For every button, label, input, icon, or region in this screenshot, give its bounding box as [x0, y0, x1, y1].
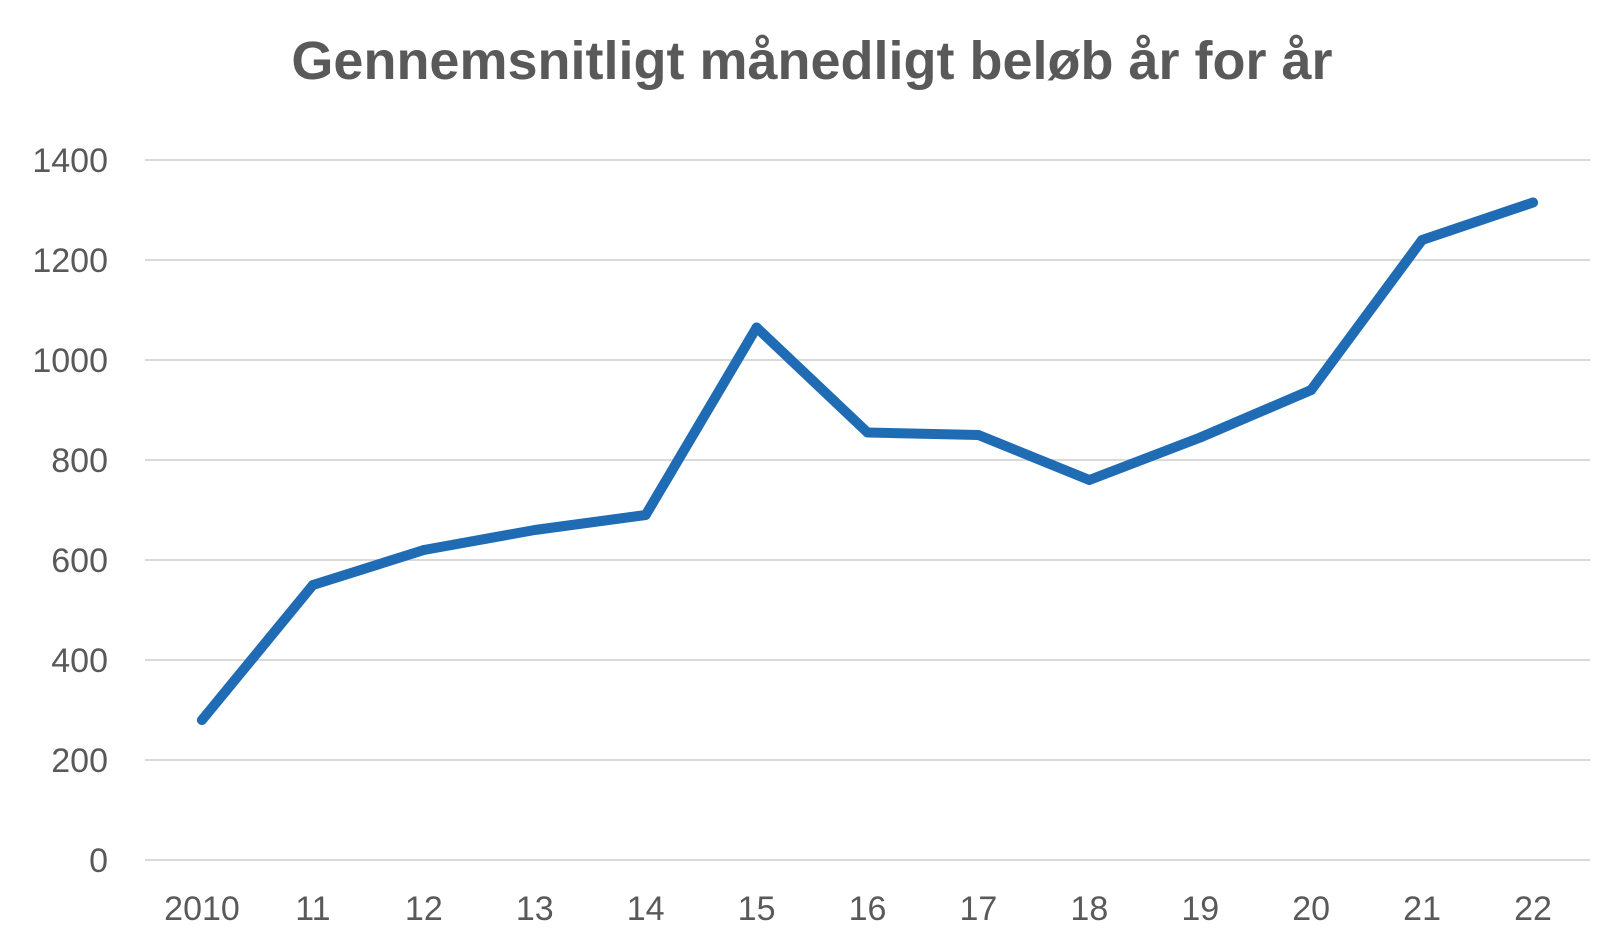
x-tick-label: 16	[849, 890, 887, 928]
y-axis-ticks: 0 200 400 600 800 1000 1200 1400	[32, 142, 108, 880]
gridlines	[145, 159, 1590, 861]
data-point	[640, 510, 651, 520]
data-point	[1417, 235, 1428, 245]
x-tick-label: 14	[627, 890, 665, 928]
data-point	[529, 525, 540, 535]
x-tick-label: 21	[1403, 890, 1441, 928]
data-point	[307, 580, 318, 590]
y-tick-label: 1400	[32, 142, 108, 180]
data-point	[197, 715, 207, 725]
x-tick-label: 17	[960, 890, 998, 928]
x-tick-label: 18	[1070, 890, 1108, 928]
x-tick-label: 20	[1292, 890, 1330, 928]
data-point	[1195, 432, 1206, 443]
x-tick-label: 22	[1514, 890, 1552, 928]
y-tick-label: 400	[51, 642, 108, 680]
x-tick-label: 12	[405, 890, 443, 928]
y-tick-label: 0	[89, 842, 108, 880]
x-tick-label: 15	[738, 890, 776, 928]
x-tick-label: 19	[1181, 890, 1219, 928]
data-point	[751, 322, 762, 333]
y-tick-label: 800	[51, 442, 108, 480]
data-point	[418, 545, 429, 555]
data-point	[1084, 475, 1095, 485]
chart-title: Gennemsnitligt månedligt beløb år for år	[291, 31, 1333, 91]
y-tick-label: 600	[51, 542, 108, 580]
series-layer	[197, 197, 1538, 725]
y-tick-label: 1200	[32, 242, 108, 280]
x-tick-label: 11	[295, 890, 330, 928]
data-point	[862, 427, 873, 438]
y-tick-label: 200	[51, 742, 108, 780]
data-point	[1306, 385, 1317, 395]
y-tick-label: 1000	[32, 342, 108, 380]
data-point	[973, 430, 984, 440]
x-axis-ticks: 2010 11 12 13 14 15 16 17 18 19 20 21 22	[164, 890, 1552, 928]
series-line	[197, 197, 1538, 725]
x-tick-label: 2010	[164, 890, 240, 928]
x-tick-label: 13	[516, 890, 554, 928]
data-point	[1528, 197, 1538, 208]
